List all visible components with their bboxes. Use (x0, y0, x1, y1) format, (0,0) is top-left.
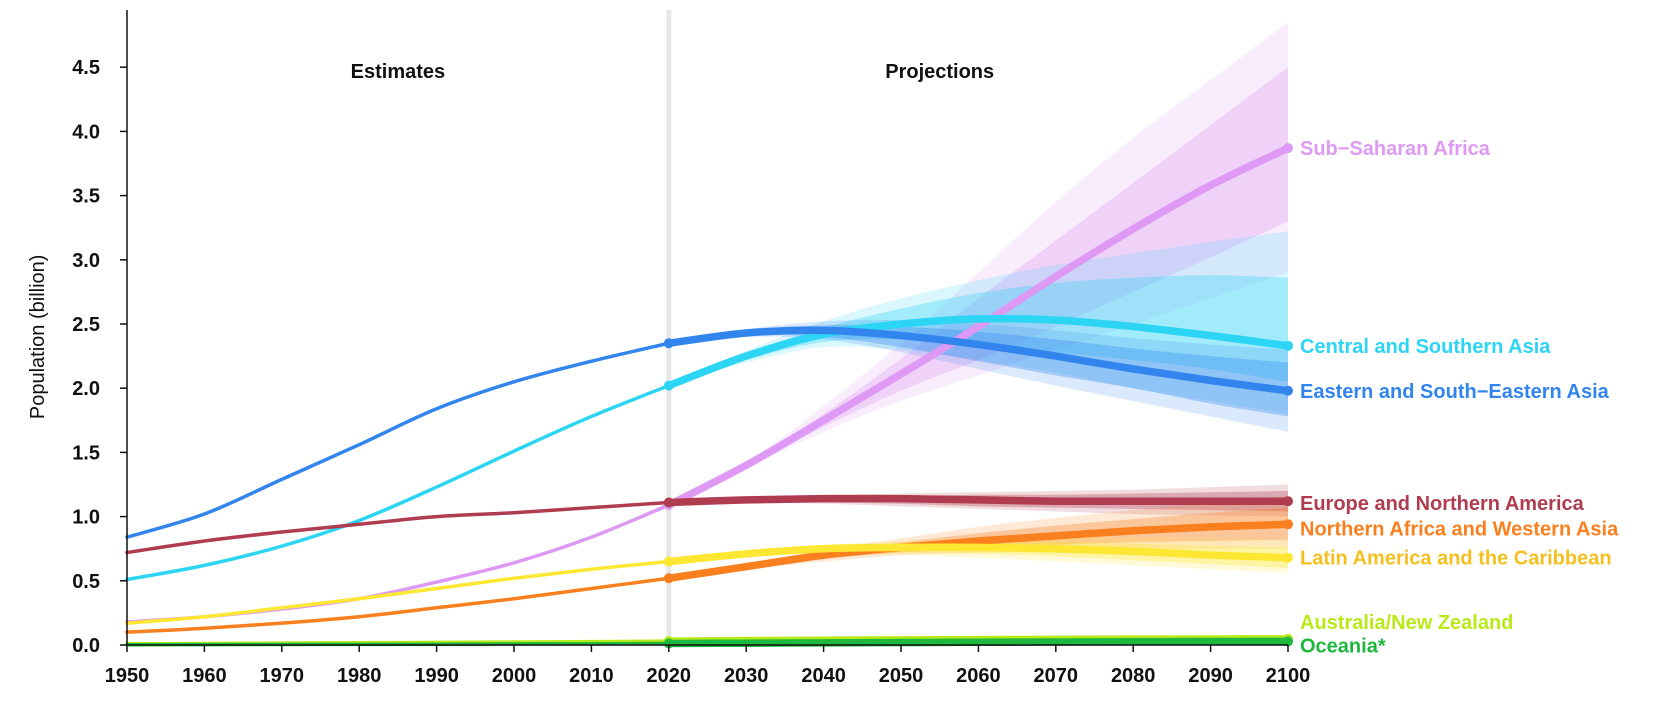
x-tick-label-2020: 2020 (647, 665, 692, 687)
sub-saharan-africa-2100-marker (1283, 143, 1293, 154)
y-tick-label-4.5: 4.5 (72, 57, 100, 79)
y-tick-label-4.0: 4.0 (72, 121, 100, 143)
y-tick-label-1.5: 1.5 (72, 442, 100, 464)
europe-and-northern-america-2020-marker (663, 497, 674, 508)
oceania-2020-marker (663, 638, 674, 649)
x-tick-label-2100: 2100 (1266, 665, 1311, 687)
europe-and-northern-america-2100-marker (1283, 496, 1293, 507)
central-and-southern-asia-2100-marker (1283, 340, 1293, 351)
latin-america-and-the-caribbean-projection-line (665, 543, 1292, 566)
x-tick-label-1970: 1970 (260, 665, 305, 687)
eastern-and-south-eastern-asia-band95 (668, 319, 1288, 432)
sub-saharan-africa-band95 (668, 22, 1288, 506)
y-axis-label: Population (billion) (27, 255, 49, 420)
eastern-and-south-eastern-asia-2100-marker (1283, 385, 1293, 396)
y-tick-label-1.0: 1.0 (72, 507, 100, 529)
oceania-2100-marker (1283, 636, 1293, 647)
latin-america-and-the-caribbean-estimates-line (125, 559, 671, 625)
x-tick-label-1990: 1990 (414, 665, 459, 687)
latin-america-and-the-caribbean-2100-marker (1283, 552, 1293, 563)
northern-africa-and-western-asia-2100-marker (1283, 519, 1293, 530)
central-and-southern-asia-projection-line (665, 314, 1292, 390)
australia-new-zealand-label: Australia/New Zealand (1300, 612, 1513, 634)
sub-saharan-africa-projection-line (665, 144, 1292, 509)
eastern-and-south-eastern-asia-estimates-line (125, 341, 671, 539)
central-and-southern-asia-2020-marker (663, 380, 674, 391)
x-tick-label-2080: 2080 (1111, 665, 1156, 687)
projections-label: Projections (885, 61, 994, 83)
northern-africa-and-western-asia-projection-line (665, 520, 1292, 582)
europe-and-northern-america-estimates-line (125, 500, 671, 555)
x-tick-label-2060: 2060 (956, 665, 1001, 687)
y-tick-label-3.5: 3.5 (72, 186, 100, 208)
europe-and-northern-america-projection-line (665, 494, 1292, 507)
europe-and-northern-america-label: Europe and Northern America (1300, 493, 1585, 515)
northern-africa-and-western-asia-estimates-line (125, 576, 671, 634)
eastern-and-south-eastern-asia-2020-marker (663, 338, 674, 349)
x-tick-label-1960: 1960 (182, 665, 227, 687)
x-tick-label-1980: 1980 (337, 665, 382, 687)
oceania-projection-line (665, 637, 1292, 648)
oceania-label: Oceania* (1300, 635, 1386, 657)
eastern-and-south-eastern-asia-projection-line (665, 326, 1292, 395)
y-tick-label-2.5: 2.5 (72, 314, 100, 336)
central-and-southern-asia-label: Central and Southern Asia (1300, 336, 1551, 358)
x-tick-label-2090: 2090 (1188, 665, 1233, 687)
eastern-and-south-eastern-asia-label: Eastern and South−Eastern Asia (1300, 381, 1610, 403)
sub-saharan-africa-label: Sub−Saharan Africa (1300, 138, 1491, 160)
y-tick-label-3.0: 3.0 (72, 250, 100, 272)
x-tick-label-1950: 1950 (105, 665, 150, 687)
x-tick-label-2040: 2040 (801, 665, 846, 687)
northern-africa-and-western-asia-2020-marker (663, 573, 674, 584)
estimates-label: Estimates (351, 61, 446, 83)
x-tick-label-2050: 2050 (879, 665, 924, 687)
latin-america-and-the-caribbean-label: Latin America and the Caribbean (1300, 548, 1612, 570)
y-tick-label-0.0: 0.0 (72, 635, 100, 657)
x-tick-label-2000: 2000 (492, 665, 537, 687)
latin-america-and-the-caribbean-2020-marker (663, 556, 674, 567)
x-tick-label-2010: 2010 (569, 665, 614, 687)
northern-africa-and-western-asia-label: Northern Africa and Western Asia (1300, 518, 1619, 540)
y-tick-label-0.5: 0.5 (72, 571, 100, 593)
y-tick-label-2.0: 2.0 (72, 378, 100, 400)
central-and-southern-asia-estimates-line (125, 383, 671, 582)
x-tick-label-2070: 2070 (1034, 665, 1079, 687)
x-tick-label-2030: 2030 (724, 665, 769, 687)
